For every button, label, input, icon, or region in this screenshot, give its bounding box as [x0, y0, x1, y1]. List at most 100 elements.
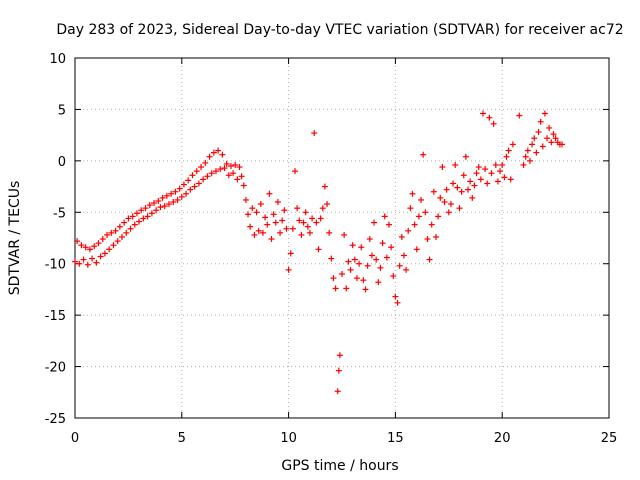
data-point: [253, 209, 260, 216]
data-point: [242, 196, 249, 203]
data-point: [227, 163, 234, 169]
data-point: [172, 188, 179, 195]
data-point: [76, 260, 83, 267]
data-point: [452, 161, 459, 168]
data-point: [287, 250, 294, 257]
data-point: [503, 153, 510, 160]
data-point: [407, 205, 414, 212]
data-point: [505, 147, 512, 154]
data-point: [300, 219, 307, 226]
data-point: [524, 147, 531, 154]
data-point: [509, 141, 516, 148]
data-point: [373, 256, 380, 263]
data-point: [516, 112, 523, 119]
data-point: [153, 207, 160, 214]
data-point: [138, 207, 145, 214]
axis-ticks: 0 5 10 15 20 25 -25 -20 -15 -10 -5 0 5 10: [45, 52, 618, 446]
data-point: [462, 153, 469, 160]
data-point: [456, 205, 463, 212]
data-point: [368, 252, 375, 259]
data-point: [306, 229, 313, 236]
data-point: [170, 199, 177, 205]
data-point: [473, 170, 480, 177]
data-point: [232, 161, 239, 168]
data-point: [144, 213, 151, 220]
data-point: [277, 229, 284, 236]
data-point: [445, 209, 452, 216]
data-point: [450, 180, 457, 187]
data-point: [198, 164, 205, 171]
data-point: [168, 190, 175, 197]
data-point: [136, 218, 143, 225]
data-point: [432, 233, 439, 240]
data-point: [225, 172, 232, 179]
data-point: [341, 231, 348, 238]
data-point: [339, 271, 345, 277]
data-point: [131, 221, 138, 228]
data-points: [72, 110, 566, 395]
data-point: [383, 254, 390, 261]
data-point: [360, 277, 367, 284]
data-point: [84, 261, 91, 268]
x-tick-label: 20: [494, 431, 511, 446]
data-point: [157, 204, 164, 211]
data-point: [353, 275, 360, 282]
data-point: [191, 183, 198, 190]
data-point: [336, 352, 343, 359]
data-point: [262, 214, 269, 221]
data-point: [304, 223, 311, 230]
data-point: [334, 388, 341, 395]
data-point: [146, 202, 153, 209]
data-point: [82, 244, 89, 251]
data-point: [335, 367, 342, 374]
data-point: [95, 240, 102, 247]
data-point: [289, 225, 296, 232]
data-point: [522, 153, 529, 160]
data-point: [458, 188, 465, 195]
data-point: [268, 236, 275, 243]
data-point: [155, 197, 162, 204]
x-tick-label: 5: [178, 431, 186, 446]
data-point: [221, 165, 228, 172]
data-point: [415, 213, 422, 220]
data-point: [86, 246, 93, 253]
data-point: [447, 201, 454, 208]
data-point: [552, 135, 559, 142]
data-point: [110, 242, 117, 249]
data-point: [477, 176, 484, 183]
data-point: [270, 211, 277, 218]
data-point: [394, 299, 401, 306]
data-point: [358, 244, 365, 251]
data-point: [183, 190, 190, 197]
data-point: [531, 135, 538, 142]
data-point: [486, 114, 493, 121]
y-tick-label: -5: [53, 206, 66, 221]
data-point: [443, 186, 450, 193]
data-point: [439, 164, 446, 171]
y-tick-label: -10: [45, 258, 66, 273]
data-point: [234, 176, 241, 183]
data-point: [118, 233, 125, 240]
data-point: [283, 225, 290, 232]
data-point: [409, 190, 416, 197]
data-point: [206, 153, 213, 160]
data-point: [550, 131, 557, 138]
x-tick-label: 15: [387, 431, 404, 446]
data-point: [266, 190, 273, 197]
data-point: [151, 200, 158, 207]
y-tick-label: 5: [58, 103, 66, 118]
data-point: [454, 184, 461, 191]
data-point: [89, 255, 96, 262]
data-point: [426, 256, 433, 263]
data-point: [430, 188, 437, 195]
data-point: [202, 159, 209, 166]
data-point: [317, 215, 324, 222]
data-point: [121, 219, 128, 226]
data-point: [185, 177, 192, 184]
data-point: [285, 266, 292, 273]
data-point: [189, 172, 196, 179]
data-point: [292, 168, 299, 175]
data-point: [159, 194, 166, 201]
data-point: [494, 178, 501, 185]
data-point: [535, 129, 542, 136]
